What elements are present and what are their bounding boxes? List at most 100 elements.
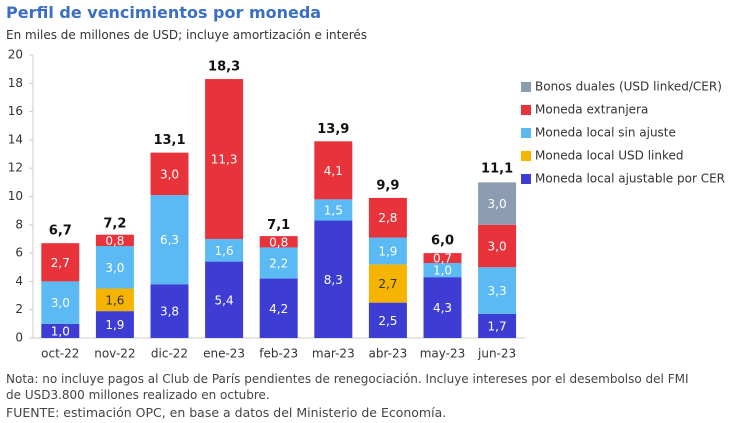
bar-segment	[314, 141, 353, 200]
data-label: 1,6	[105, 293, 124, 307]
bar-segment	[41, 281, 80, 324]
data-label: 3,0	[51, 296, 70, 310]
bar-segment	[478, 267, 517, 314]
legend-swatch	[521, 82, 531, 92]
total-label: 18,3	[208, 60, 240, 75]
chart-title: Perfil de vencimientos por moneda	[6, 3, 322, 22]
data-label: 1,6	[215, 244, 234, 258]
legend-label: Moneda local sin ajuste	[535, 126, 676, 140]
bar-segment	[423, 277, 462, 338]
bar-segment	[259, 278, 298, 338]
legend-label: Bonos duales (USD linked/CER)	[535, 80, 722, 94]
x-tick-label: abr-23	[369, 347, 408, 361]
x-tick-label: may-23	[420, 347, 466, 361]
legend-label: Moneda local USD linked	[535, 149, 684, 163]
legend-label: Moneda local ajustable por CER	[535, 172, 725, 186]
bar-segment	[368, 237, 407, 265]
x-tick-label: nov-22	[94, 347, 135, 361]
x-tick-label: mar-23	[312, 347, 355, 361]
legend-swatch	[521, 151, 531, 161]
chart: 0 2 4 6 8 10 12 14 16 18 20 oct-22 1,0 3,0 2,7 6,7 nov-2…	[8, 48, 725, 361]
x-tick-label: feb-23	[259, 347, 298, 361]
y-tick-label: 20	[8, 48, 23, 62]
data-label: 2,8	[378, 211, 397, 225]
bar-segment	[150, 195, 189, 285]
x-tick-label: ene-23	[203, 347, 245, 361]
data-label: 5,4	[215, 293, 234, 307]
y-tick-label: 6	[15, 246, 23, 260]
y-tick-label: 10	[8, 189, 23, 203]
data-label: 1,7	[488, 319, 507, 333]
bar-segment	[205, 238, 244, 262]
bar-segment	[95, 288, 134, 312]
bar-segment	[205, 261, 244, 338]
data-label: 4,1	[324, 164, 343, 178]
y-tick-label: 12	[8, 161, 23, 175]
y-tick-label: 16	[8, 104, 23, 118]
x-tick-label: oct-22	[41, 347, 79, 361]
data-label: 3,0	[488, 240, 507, 254]
total-label: 6,7	[49, 224, 72, 239]
x-tick-label: dic-22	[151, 347, 188, 361]
data-label: 2,2	[269, 257, 288, 271]
data-label: 1,5	[324, 203, 343, 217]
bar-segment	[423, 253, 462, 264]
data-label: 2,7	[51, 256, 70, 270]
data-label: 1,0	[433, 264, 452, 278]
data-label: 4,3	[433, 301, 452, 315]
data-label: 1,0	[51, 324, 70, 338]
bar-segment	[368, 197, 407, 238]
data-label: 3,0	[160, 167, 179, 181]
y-tick-label: 8	[15, 217, 23, 231]
bar-segment	[478, 224, 517, 268]
source: FUENTE: estimación OPC, en base a datos …	[6, 405, 447, 420]
y-tick-label: 18	[8, 76, 23, 90]
y-tick-label: 14	[8, 132, 23, 146]
data-label: 4,2	[269, 302, 288, 316]
bar-segment	[259, 247, 298, 279]
data-label: 1,9	[105, 318, 124, 332]
total-label: 9,9	[376, 178, 399, 193]
data-label: 0,7	[433, 252, 452, 266]
data-label: 3,0	[488, 197, 507, 211]
total-label: 13,9	[317, 122, 349, 137]
y-tick-label: 0	[15, 331, 23, 345]
bar-segment	[95, 311, 134, 338]
x-tick-label: jun-23	[477, 347, 516, 361]
data-label: 1,9	[378, 244, 397, 258]
bar-segment	[259, 236, 298, 248]
bar-segment	[95, 234, 134, 247]
bar-segment	[478, 182, 517, 225]
bar-segment	[314, 220, 353, 338]
data-label: 0,8	[269, 235, 288, 249]
bar-segment	[368, 264, 407, 303]
data-label: 3,0	[105, 261, 124, 275]
data-label: 0,8	[105, 234, 124, 248]
bar-segment	[478, 313, 517, 338]
bar-segment	[150, 152, 189, 196]
legend-label: Moneda extranjera	[535, 103, 648, 117]
bar-segment	[205, 79, 244, 239]
y-tick-label: 2	[15, 302, 23, 316]
bar-segment	[150, 284, 189, 338]
y-tick-label: 4	[15, 274, 23, 288]
note: Nota: no incluye pagos al Club de París …	[6, 372, 689, 402]
total-label: 7,2	[103, 217, 126, 232]
bar-segment	[41, 323, 80, 338]
total-label: 13,1	[153, 133, 185, 148]
bar-segment	[95, 246, 134, 289]
legend-swatch	[521, 174, 531, 184]
total-label: 6,0	[431, 234, 454, 249]
data-label: 3,8	[160, 305, 179, 319]
total-label: 11,1	[481, 161, 513, 176]
data-label: 8,3	[324, 273, 343, 287]
total-label: 7,1	[267, 218, 290, 233]
bar-segment	[368, 302, 407, 338]
bar-segment	[423, 263, 462, 278]
data-label: 6,3	[160, 233, 179, 247]
data-label: 3,3	[488, 284, 507, 298]
bar-segment	[41, 243, 80, 282]
bar-segment	[314, 199, 353, 221]
data-label: 11,3	[211, 153, 238, 167]
